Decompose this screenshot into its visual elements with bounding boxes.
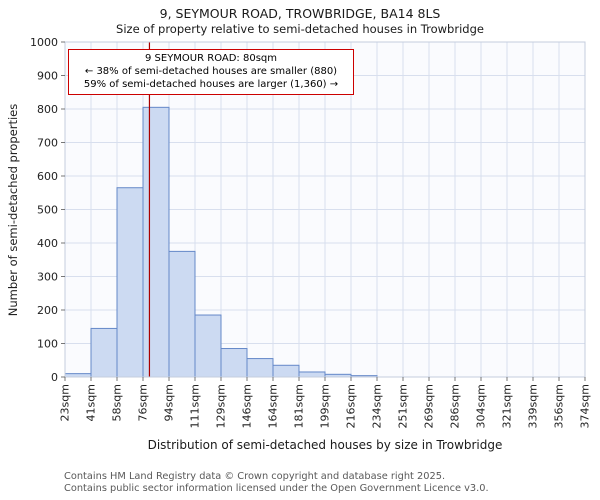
y-tick-label: 600: [37, 170, 58, 183]
x-tick-label: 41sqm: [85, 384, 98, 421]
y-tick-labels: 0 100 200 300 400 500 600 700 800 900 1000: [30, 36, 58, 384]
footer-licence-line: Contains public sector information licen…: [64, 482, 489, 494]
x-tick-label: 286sqm: [449, 384, 462, 428]
footer: Contains HM Land Registry data © Crown c…: [64, 471, 489, 494]
annotation-box: 9 SEYMOUR ROAD: 80sqm ← 38% of semi-deta…: [68, 49, 354, 95]
x-tick-label: 23sqm: [59, 384, 72, 421]
x-tick-label: 146sqm: [241, 384, 254, 428]
x-tick-label: 58sqm: [111, 384, 124, 421]
x-tick-label: 356sqm: [553, 384, 566, 428]
histogram-bar: [194, 314, 222, 378]
x-tick-label: 251sqm: [397, 384, 410, 428]
x-tick-label: 269sqm: [423, 384, 436, 428]
x-tick-label: 339sqm: [527, 384, 540, 428]
histogram-bar: [90, 327, 118, 378]
chart-subtitle: Size of property relative to semi-detach…: [116, 22, 484, 36]
x-tick-label: 111sqm: [189, 384, 202, 428]
x-tick-label: 181sqm: [293, 384, 306, 428]
histogram-bar: [168, 250, 196, 378]
x-tick-label: 164sqm: [267, 384, 280, 428]
histogram-bar: [272, 364, 300, 378]
axis-ticks: [61, 41, 586, 381]
histogram-bar: [246, 358, 274, 378]
annotation-property-label: 9 SEYMOUR ROAD: 80sqm: [144, 53, 278, 64]
x-tick-label: 94sqm: [163, 384, 176, 421]
x-tick-label: 216sqm: [345, 384, 358, 428]
y-tick-label: 300: [37, 271, 58, 284]
x-tick-label: 321sqm: [501, 384, 514, 428]
y-tick-label: 400: [37, 237, 58, 250]
x-axis-label: Distribution of semi-detached houses by …: [147, 438, 503, 452]
y-tick-label: 900: [37, 70, 58, 83]
y-tick-label: 200: [37, 304, 58, 317]
annotation-larger-stat: 59% of semi-detached houses are larger (…: [83, 79, 339, 90]
y-tick-label: 1000: [30, 36, 58, 49]
histogram-bar: [220, 348, 248, 378]
y-tick-label: 800: [37, 103, 58, 116]
histogram-bar: [116, 187, 144, 378]
x-tick-label: 129sqm: [215, 384, 228, 428]
histogram-bar: [64, 373, 92, 378]
x-tick-label: 199sqm: [319, 384, 332, 428]
y-tick-label: 700: [37, 137, 58, 150]
histogram-bar: [142, 106, 170, 378]
x-tick-labels: 23sqm 41sqm 58sqm 76sqm 94sqm 111sqm 129sqm 146…: [59, 384, 592, 428]
x-tick-label: 76sqm: [137, 384, 150, 421]
y-tick-label: 100: [37, 338, 58, 351]
footer-copyright-line: Contains HM Land Registry data © Crown c…: [64, 471, 446, 482]
y-axis-label: Number of semi-detached properties: [6, 103, 20, 317]
y-tick-label: 500: [37, 204, 58, 217]
x-tick-label: 374sqm: [579, 384, 592, 428]
chart-title: 9, SEYMOUR ROAD, TROWBRIDGE, BA14 8LS: [159, 6, 441, 21]
y-tick-label: 0: [51, 371, 58, 384]
annotation-smaller-stat: ← 38% of semi-detached houses are smalle…: [84, 66, 338, 77]
x-tick-label: 234sqm: [371, 384, 384, 428]
histogram-bar: [298, 371, 326, 378]
bars: [64, 106, 378, 378]
x-tick-label: 304sqm: [475, 384, 488, 428]
